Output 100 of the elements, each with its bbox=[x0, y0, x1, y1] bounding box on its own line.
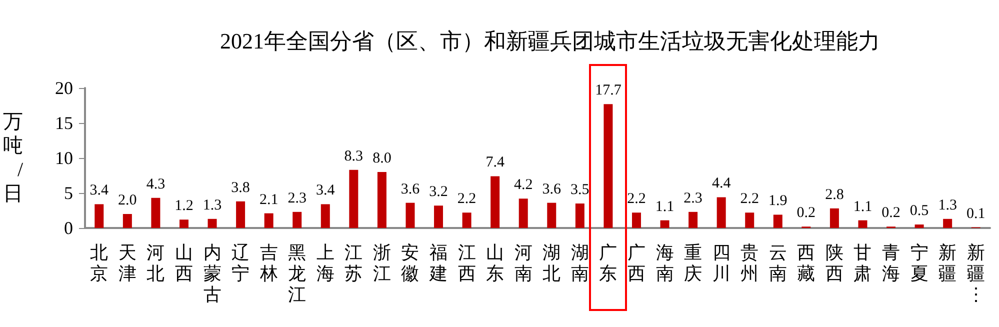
data-label: 2.1 bbox=[259, 192, 278, 208]
x-tick-label: 安徽 bbox=[401, 242, 420, 284]
data-label: 2.2 bbox=[457, 191, 476, 208]
x-tick-label: 河北 bbox=[146, 242, 165, 284]
bar bbox=[660, 220, 670, 228]
x-tick-label: 辽宁 bbox=[232, 242, 250, 284]
data-label: 7.4 bbox=[486, 154, 505, 171]
bar bbox=[547, 202, 556, 228]
x-tick-label: 江苏 bbox=[344, 242, 363, 284]
x-tick-label: 内蒙古 bbox=[203, 242, 222, 304]
data-label: 2.2 bbox=[740, 191, 759, 208]
bar bbox=[406, 202, 415, 228]
x-tick-label: 北京 bbox=[90, 242, 108, 284]
y-tick-label: 15 bbox=[55, 113, 73, 133]
bar bbox=[632, 212, 641, 228]
x-tick-label: 青海 bbox=[882, 242, 900, 284]
x-tick-label: 上海 bbox=[316, 242, 334, 284]
data-label: 2.3 bbox=[288, 190, 306, 206]
bar bbox=[604, 104, 613, 228]
bar bbox=[434, 206, 444, 228]
bar bbox=[377, 172, 386, 228]
x-tick-label: 海南 bbox=[656, 242, 674, 284]
bar bbox=[462, 212, 472, 228]
data-label: 3.6 bbox=[542, 181, 562, 198]
data-label: 1.9 bbox=[768, 193, 788, 210]
data-label: 3.2 bbox=[429, 184, 448, 200]
y-tick-label: 10 bbox=[55, 148, 73, 168]
x-tick-label: 山西 bbox=[174, 242, 193, 284]
data-label: 4.2 bbox=[514, 177, 533, 194]
data-label: 0.2 bbox=[882, 205, 900, 222]
data-label: 2.2 bbox=[627, 191, 646, 208]
x-tick-label: 甘肃 bbox=[854, 242, 872, 284]
x-tick-label: 宁夏 bbox=[910, 242, 928, 284]
bar bbox=[236, 201, 246, 228]
data-label: 3.5 bbox=[570, 182, 590, 198]
y-tick-label: 0 bbox=[64, 218, 73, 238]
x-tick-label: 云南 bbox=[768, 242, 787, 284]
data-label: 4.3 bbox=[146, 176, 166, 192]
bar bbox=[518, 198, 528, 228]
x-tick-label: 广西 bbox=[627, 242, 646, 284]
bar bbox=[151, 198, 160, 228]
chart-title: 2021年全国分省（区、市）和新疆兵团城市生活垃圾无害化处理能力 bbox=[220, 28, 880, 54]
bar bbox=[292, 212, 302, 228]
data-label: 1.3 bbox=[202, 197, 222, 214]
bar bbox=[688, 212, 698, 228]
bar bbox=[94, 204, 104, 228]
data-label: 4.4 bbox=[712, 176, 732, 192]
bar bbox=[490, 176, 500, 228]
y-tick-label: 20 bbox=[55, 78, 73, 98]
x-tick-label: 江西 bbox=[458, 242, 476, 284]
x-tick-label: 贵州 bbox=[740, 242, 759, 284]
bar bbox=[716, 197, 726, 228]
bar bbox=[208, 218, 217, 228]
x-tick-label: 福建 bbox=[428, 242, 448, 284]
data-label: 8.3 bbox=[344, 148, 364, 164]
x-tick-label: 浙江 bbox=[372, 242, 391, 284]
data-label: 0.5 bbox=[910, 203, 929, 219]
data-label: 1.1 bbox=[853, 198, 872, 215]
data-label: 8.0 bbox=[372, 150, 392, 166]
data-label: 3.4 bbox=[90, 182, 110, 199]
x-tick-label: 新疆⋮ bbox=[966, 242, 985, 304]
data-label: 1.3 bbox=[938, 197, 957, 214]
bar bbox=[914, 224, 924, 228]
bar bbox=[320, 204, 330, 228]
bar bbox=[943, 218, 952, 228]
data-label: 3.6 bbox=[400, 181, 420, 198]
data-label: 2.8 bbox=[825, 186, 844, 203]
data-label: 17.7 bbox=[595, 82, 622, 99]
bar bbox=[858, 220, 868, 228]
bar bbox=[830, 208, 839, 228]
data-label: 2.3 bbox=[684, 190, 702, 206]
x-tick-label: 湖南 bbox=[570, 242, 589, 284]
x-tick-label: 广东 bbox=[599, 242, 618, 284]
data-label: 0.1 bbox=[966, 206, 986, 222]
x-tick-label: 新疆 bbox=[938, 242, 957, 284]
x-tick-label: 重庆 bbox=[684, 242, 702, 284]
x-tick-label: 黑龙江 bbox=[288, 242, 306, 304]
x-tick-label: 吉林 bbox=[258, 242, 278, 284]
bar bbox=[773, 214, 782, 228]
x-tick-label: 河南 bbox=[514, 242, 532, 284]
bar bbox=[264, 213, 274, 228]
x-tick-label: 四川 bbox=[712, 242, 730, 284]
data-label: 1.1 bbox=[655, 198, 674, 215]
data-label: 1.2 bbox=[174, 198, 194, 214]
bar bbox=[122, 214, 132, 228]
bar bbox=[179, 220, 188, 228]
bar bbox=[745, 212, 754, 228]
y-tick-label: 5 bbox=[64, 183, 73, 203]
x-tick-label: 天津 bbox=[118, 242, 136, 284]
bar bbox=[349, 170, 358, 228]
y-axis-title: 万吨/日 bbox=[3, 111, 24, 205]
x-tick-label: 湖北 bbox=[542, 242, 561, 284]
data-label: 3.4 bbox=[316, 182, 336, 199]
data-label: 3.8 bbox=[231, 180, 250, 196]
x-tick-label: 西藏 bbox=[797, 242, 816, 284]
bar bbox=[575, 204, 584, 228]
data-label: 0.2 bbox=[796, 205, 816, 222]
x-tick-label: 陕西 bbox=[825, 242, 844, 284]
x-tick-label: 山东 bbox=[486, 242, 504, 284]
data-label: 2.0 bbox=[118, 192, 137, 208]
